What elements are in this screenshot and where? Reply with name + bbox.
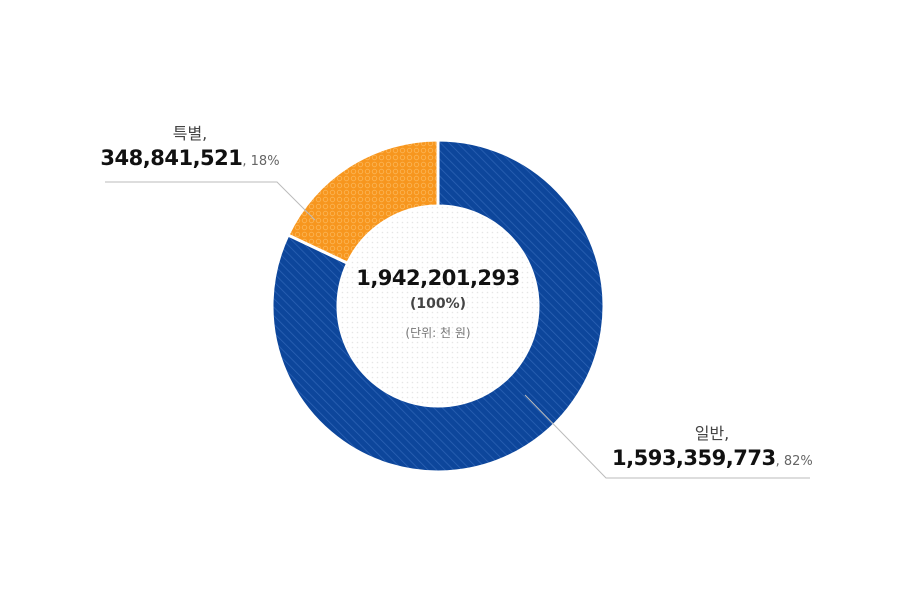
total-percent: (100%) [409,296,467,312]
center-label: 1,942,201,293 (100%) (단위: 천 원) [338,266,538,341]
slice-name-special: 특별, [172,124,208,143]
leader-line-special [105,181,316,221]
slice-name-general: 일반, [694,424,730,443]
donut-hole [338,206,538,406]
unit-label: (단위: 천 원) [405,326,471,340]
slice-label-special: 특별, 348,841,521, 18% [95,120,285,170]
slice-percent-special: , 18% [242,154,280,169]
total-value: 1,942,201,293 [356,266,520,290]
slice-label-general: 일반, 1,593,359,773, 82% [612,420,813,470]
slice-value-special: 348,841,521 [100,146,243,170]
slice-percent-general: , 82% [775,454,813,469]
leader-line-general [524,394,810,479]
slice-value-general: 1,593,359,773 [612,446,776,470]
